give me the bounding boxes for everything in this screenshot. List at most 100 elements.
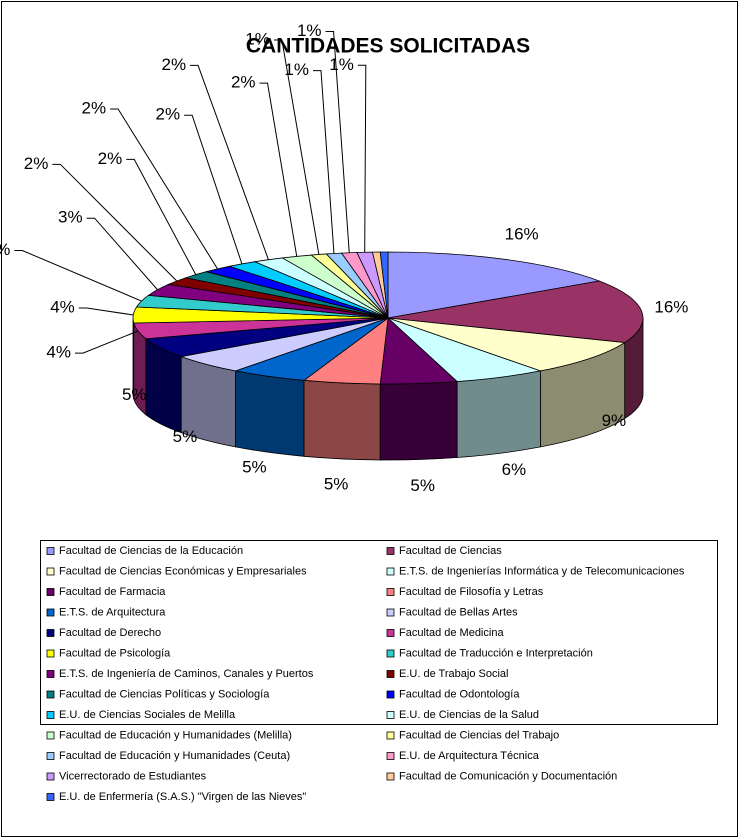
legend-label: E.U. de Ciencias Sociales de Melilla — [59, 709, 236, 721]
legend-swatch — [386, 772, 395, 781]
leader-line — [126, 158, 197, 275]
legend-swatch — [386, 711, 395, 719]
leader-line — [86, 217, 158, 291]
legend-label: Facultad de Educación y Humanidades (Ceu… — [59, 750, 290, 762]
legend-label: Facultad de Ciencias Políticas y Sociolo… — [59, 688, 270, 700]
leader-line — [312, 70, 335, 254]
legend-box — [40, 540, 718, 725]
legend-swatch — [46, 608, 55, 617]
legend-label: Facultad de Ciencias Económicas y Empres… — [59, 565, 307, 577]
legend-label: E.T.S. de Arquitectura — [59, 606, 166, 618]
pie: 16% 16% 9% 6% 5% 5% 5% 5% 5% 4% 4% 3% 3% 2% 2% 2% 2% 2% 2%… — [0, 21, 688, 495]
legend-label: E.U. de Arquitectura Técnica — [399, 750, 540, 762]
data-label: 5% — [410, 476, 435, 495]
data-label: 4% — [46, 343, 71, 362]
legend-label: Facultad de Odontología — [399, 688, 520, 700]
data-label: 1% — [245, 29, 270, 48]
legend-label: Facultad de Bellas Artes — [399, 606, 518, 618]
legend-label: E.T.S. de Ingeniería de Caminos, Canales… — [59, 668, 314, 680]
legend-swatch — [386, 547, 395, 555]
data-label: 16% — [654, 297, 688, 316]
legend-label: Facultad de Comunicación y Documentación — [399, 770, 617, 782]
legend-label: E.U. de Enfermería (S.A.S.) "Virgen de l… — [59, 791, 306, 803]
legend-swatch — [46, 711, 55, 719]
data-label: 2% — [24, 154, 49, 173]
legend-label: Facultad de Psicología — [59, 647, 171, 659]
legend-swatch — [386, 690, 395, 699]
legend-swatch — [386, 670, 395, 678]
data-label: 1% — [297, 21, 322, 40]
data-label: 5% — [242, 458, 267, 477]
leader-line — [110, 108, 218, 270]
leader-line — [325, 31, 350, 253]
data-label: 5% — [173, 427, 198, 446]
legend-swatch — [386, 649, 395, 658]
data-label: 16% — [505, 224, 539, 243]
legend-label: Facultad de Derecho — [59, 627, 161, 639]
pie-side — [235, 370, 305, 457]
legend-swatch — [46, 690, 55, 699]
leader-line — [273, 39, 320, 255]
pie-slice — [387, 280, 644, 343]
legend-swatch — [46, 670, 55, 678]
data-label: 2% — [161, 55, 186, 74]
leader-line — [78, 307, 134, 316]
legend-swatch — [46, 793, 55, 801]
leader-line — [259, 82, 298, 257]
legend-label: Facultad de Ciencias del Trabajo — [399, 729, 559, 741]
legend-swatch — [46, 588, 55, 596]
legend-label: Facultad de Medicina — [399, 627, 504, 639]
legend-swatch — [46, 567, 55, 576]
legend-swatch — [386, 608, 395, 617]
data-label: 3% — [58, 208, 83, 227]
data-label: 5% — [324, 475, 349, 494]
legend-label: Facultad de Filosofía y Letras — [399, 586, 544, 598]
legend-label: Vicerrectorado de Estudiantes — [59, 770, 207, 782]
legend-label: Facultad de Educación y Humanidades (Mel… — [59, 729, 292, 741]
leader-line — [184, 114, 243, 265]
legend-swatch — [46, 629, 55, 637]
data-label: 2% — [231, 73, 256, 92]
legend-swatch — [386, 588, 395, 596]
leader-line — [357, 64, 367, 253]
pie-side — [303, 379, 381, 461]
pie-slice — [379, 251, 389, 319]
pie-side — [379, 381, 458, 461]
legend-swatch — [386, 567, 395, 576]
leader-line — [74, 330, 139, 354]
legend-swatch — [46, 731, 55, 740]
legend-label: E.T.S. de Ingenierías Informática y de T… — [399, 565, 685, 577]
data-label: 1% — [284, 60, 309, 79]
data-label: 5% — [122, 385, 147, 404]
data-label: 3% — [0, 240, 10, 259]
data-label: 9% — [602, 411, 627, 430]
legend-swatch — [386, 629, 395, 637]
leader-line — [190, 64, 269, 260]
pie-side — [456, 370, 541, 458]
legend-swatch — [386, 731, 395, 740]
leader-line — [52, 163, 178, 282]
data-label: 2% — [156, 105, 181, 124]
legend-label: Facultad de Ciencias — [399, 545, 502, 557]
legend-swatch — [46, 649, 55, 658]
pie-slice — [387, 251, 601, 319]
data-label: 1% — [329, 55, 354, 74]
legend-swatch — [46, 752, 55, 760]
data-label: 6% — [502, 460, 527, 479]
data-label: 2% — [82, 99, 107, 118]
pie-slice — [387, 317, 626, 372]
data-label: 4% — [50, 297, 75, 316]
legend-label: Facultad de Farmacia — [59, 586, 166, 598]
legend-label: E.U. de Ciencias de la Salud — [399, 709, 539, 721]
data-label: 2% — [98, 149, 123, 168]
legend-label: E.U. de Trabajo Social — [399, 668, 508, 680]
legend-label: Facultad de Ciencias de la Educación — [59, 545, 243, 557]
legend-swatch — [386, 752, 395, 760]
legend-label: Facultad de Traducción e Interpretación — [399, 647, 593, 659]
legend-swatch — [46, 772, 55, 781]
chart-title: CANTIDADES SOLICITADAS — [246, 35, 530, 58]
legend-swatch — [46, 547, 55, 555]
leader-line — [14, 250, 142, 302]
